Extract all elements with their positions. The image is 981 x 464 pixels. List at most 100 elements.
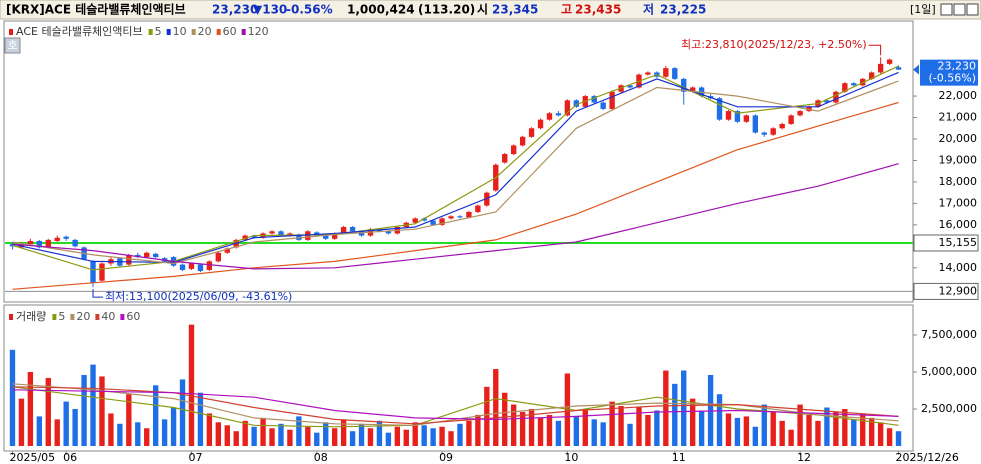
candle-body [36,240,43,248]
y-tick-label: 2,500,000 [921,402,977,415]
candle-body [197,264,204,272]
candle-body [573,100,580,107]
reference-label: 12,900 [939,284,978,297]
y-tick-label: 16,000 [939,218,978,231]
candle-body [27,240,34,245]
candle-body [877,63,884,73]
x-tick-label: 2025/05 [9,451,55,464]
candle-body [251,235,257,238]
volume-bar [484,386,490,446]
candle-body [645,72,651,75]
volume-bar [636,407,642,446]
volume-bar [144,428,150,446]
candle-body [439,218,445,225]
volume-bar [323,422,329,446]
legend-marker [9,314,13,320]
candle-body [457,216,463,218]
volume-bar [761,404,767,446]
candle-body [305,231,311,240]
candle-body [564,100,571,116]
candle-body [430,220,436,225]
y-tick-label: 5,000,000 [921,365,977,378]
volume-bar [161,419,168,446]
candle-body [761,132,767,135]
candle-body [546,113,553,120]
candle-body [224,248,230,253]
candle-body [519,136,526,146]
volume-ratio: (113.20) [418,3,475,17]
candle-body [331,233,338,239]
moving-average [12,101,899,290]
window-button[interactable] [953,3,966,16]
legend-label: 20 [198,25,212,38]
legend-marker [191,29,196,35]
candle-body [135,254,141,258]
candle-body [349,227,356,232]
volume-bar [743,416,750,446]
candle-body [600,102,606,109]
change: ▼130 [253,3,287,17]
volume-bar [546,414,553,446]
candle-body [842,83,848,92]
legend-label: 거래량 [16,310,46,323]
volume-bar [90,364,96,446]
change-pct: -0.56% [286,3,333,17]
low: 23,225 [660,3,706,17]
candle-body [510,145,517,155]
high-arrow [868,44,882,56]
period-button[interactable]: [1일] [910,2,936,16]
candle-body [448,216,454,219]
volume-bar [233,431,239,446]
moving-average [12,80,899,265]
volume-bar [681,370,687,446]
volume-bar [788,429,794,446]
candle-body [215,252,222,262]
high-label: 고 [561,3,572,17]
volume-bar [851,419,857,446]
candle-body [206,261,213,270]
window-button[interactable] [940,3,953,16]
candle-body [152,253,159,258]
candle-body [672,68,678,79]
volume-bar [519,411,526,446]
volume-bar [36,416,43,446]
high-annotation: 최고:23,810(2025/12/23, +2.50%) [681,38,867,51]
x-tick-label: 10 [564,451,578,464]
volume-bar [609,401,615,446]
candle-body [421,218,427,221]
volume: 1,000,424 [347,3,415,17]
window-button[interactable] [966,3,979,16]
candle-body [770,128,776,135]
volume-bar [618,406,624,446]
candle-body [466,211,472,218]
volume-bar [99,376,105,446]
x-tick-label: 06 [63,451,77,464]
volume-bar [833,411,839,446]
volume-bar [716,394,723,446]
moving-average [12,389,899,421]
volume-bar [18,398,25,446]
volume-bar [331,428,338,446]
y-tick-label: 20,000 [939,132,978,145]
side-button[interactable] [4,37,21,54]
volume-bar [466,420,472,446]
volume-bar [430,428,436,446]
volume-bar [81,374,87,446]
stock-name: [KRX]ACE 테슬라밸류체인액티브 [6,2,186,17]
candle-body [144,252,150,258]
candle-body [63,236,69,239]
volume-bar [340,419,347,446]
header-bar [0,0,981,20]
open-label: 시 [477,3,488,17]
y-tick-label: 18,000 [939,175,978,188]
volume-bar [215,422,222,446]
volume-bar [376,420,383,446]
candle-body [126,254,132,265]
volume-bar [824,407,830,446]
candle-body [734,111,741,122]
volume-bar [689,398,696,446]
candle-body [54,237,60,241]
candle-body [72,239,78,247]
volume-bar [600,422,606,446]
volume-bar [54,419,60,446]
